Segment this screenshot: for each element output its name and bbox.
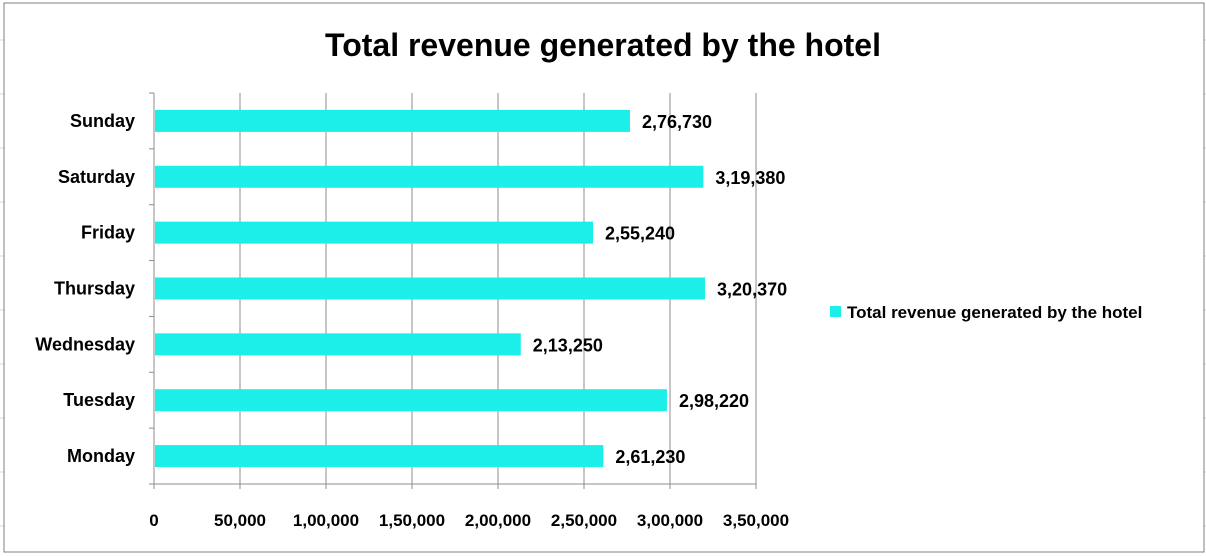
bar-friday[interactable] (155, 221, 594, 244)
bar-saturday[interactable] (155, 165, 704, 188)
x-tick-label: 2,50,000 (551, 511, 617, 530)
chart-title: Total revenue generated by the hotel (325, 27, 881, 63)
category-label: Thursday (54, 279, 135, 299)
bar-sunday[interactable] (155, 109, 630, 132)
data-label: 3,20,370 (717, 280, 787, 300)
legend[interactable]: Total revenue generated by the hotel (830, 303, 1142, 322)
x-tick-label: 2,00,000 (465, 511, 531, 530)
axes (149, 92, 757, 489)
category-label: Sunday (70, 111, 135, 131)
x-tick-label: 3,00,000 (637, 511, 703, 530)
category-label: Tuesday (63, 390, 135, 410)
category-label: Saturday (58, 167, 135, 187)
x-tick-label: 50,000 (214, 511, 266, 530)
category-label: Wednesday (35, 334, 135, 354)
bars (155, 109, 706, 468)
data-label: 2,13,250 (533, 335, 603, 355)
x-tick-label: 3,50,000 (723, 511, 789, 530)
x-tick-label: 1,50,000 (379, 511, 445, 530)
category-labels: Monday Tuesday Wednesday Thursday Friday Satu… (35, 111, 135, 466)
data-label: 2,76,730 (642, 112, 712, 132)
data-label: 2,61,230 (615, 447, 685, 467)
category-label: Monday (67, 446, 135, 466)
data-label: 2,55,240 (605, 224, 675, 244)
data-labels: 2,61,230 2,98,220 2,13,250 3,20,370 2,55,240… (533, 112, 787, 467)
x-tick-label: 1,00,000 (293, 511, 359, 530)
x-tick-label: 0 (149, 511, 158, 530)
data-label: 3,19,380 (715, 168, 785, 188)
bar-monday[interactable] (155, 445, 604, 468)
category-label: Friday (81, 223, 135, 243)
data-label: 2,98,220 (679, 391, 749, 411)
legend-swatch (830, 306, 841, 317)
bar-thursday[interactable] (155, 277, 706, 300)
legend-label: Total revenue generated by the hotel (847, 303, 1142, 322)
bar-tuesday[interactable] (155, 389, 667, 412)
x-tick-labels: 0 50,000 1,00,000 1,50,000 2,00,000 2,50,000 3… (149, 511, 789, 530)
bar-wednesday[interactable] (155, 333, 521, 356)
